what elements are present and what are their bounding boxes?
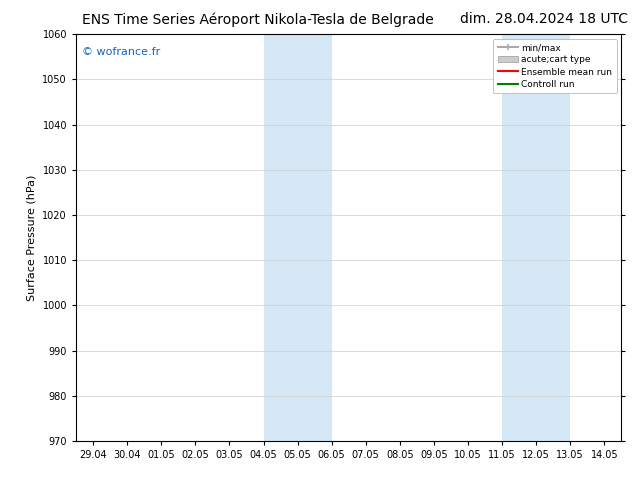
Legend: min/max, acute;cart type, Ensemble mean run, Controll run: min/max, acute;cart type, Ensemble mean …	[493, 39, 617, 93]
Bar	[264, 34, 332, 441]
Bar	[502, 34, 570, 441]
Text: dim. 28.04.2024 18 UTC: dim. 28.04.2024 18 UTC	[460, 12, 628, 26]
Text: © wofrance.fr: © wofrance.fr	[82, 47, 160, 56]
Text: ENS Time Series Aéroport Nikola-Tesla de Belgrade: ENS Time Series Aéroport Nikola-Tesla de…	[82, 12, 434, 27]
Y-axis label: Surface Pressure (hPa): Surface Pressure (hPa)	[27, 174, 37, 301]
